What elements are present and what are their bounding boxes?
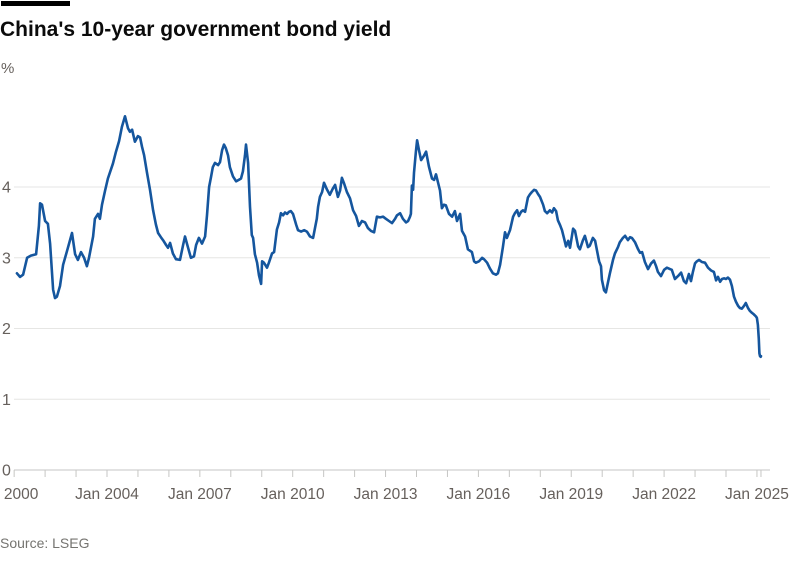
y-tick-label-4: 4 (2, 180, 11, 197)
y-tick-label-2: 2 (2, 321, 11, 338)
x-tick-label: Jan 2019 (539, 486, 603, 503)
y-axis-labels: 0 1 2 3 4 (2, 180, 11, 480)
y-tick-label-0: 0 (2, 463, 11, 480)
x-tick-label: Jan 2010 (261, 486, 325, 503)
source-label: Source: LSEG (0, 535, 90, 551)
y-tick-label-3: 3 (2, 250, 11, 267)
x-tick-label: Sep 2000 (0, 486, 39, 503)
y-tick-label-1: 1 (2, 392, 11, 409)
x-tick-label: Jan 2004 (75, 486, 139, 503)
x-tick-label: Jan 2016 (447, 486, 511, 503)
x-tick-label: Jan 2022 (632, 486, 696, 503)
y-gridlines (14, 186, 770, 471)
x-axis-labels: Sep 2000 Jan 2004 Jan 2007 Jan 2010 Jan 2013… (0, 486, 789, 503)
x-tick-label: Jan 2007 (168, 486, 232, 503)
x-axis-ticks (13, 470, 762, 477)
kicker-bar (1, 1, 70, 6)
y-axis-unit-label: % (1, 60, 14, 77)
x-tick-label: Jan 2025 (725, 486, 789, 503)
chart-title: China's 10-year government bond yield (0, 18, 391, 41)
yield-line (15, 115, 763, 359)
x-tick-label: Jan 2013 (354, 486, 418, 503)
